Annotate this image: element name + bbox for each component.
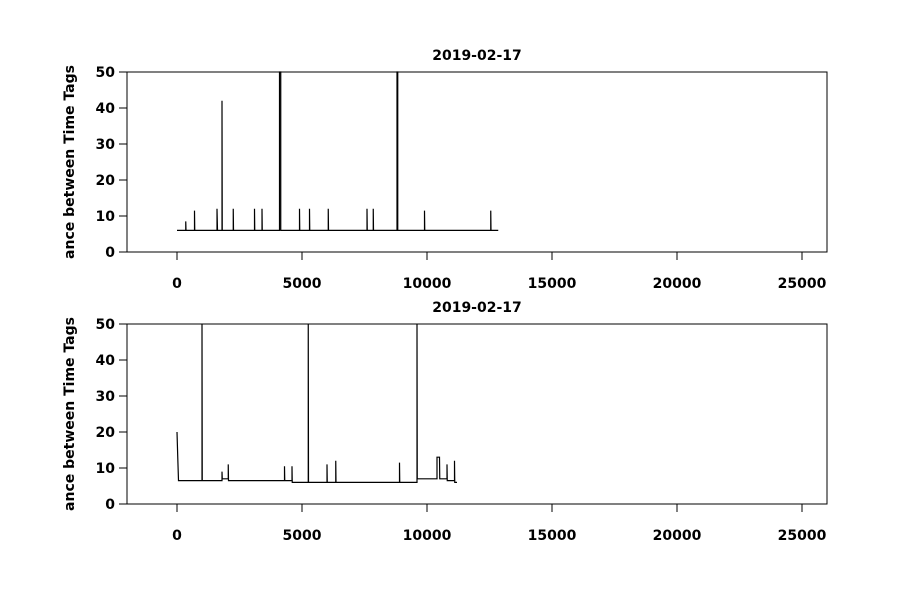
x-tick-label: 0 xyxy=(172,276,182,292)
x-tick-label: 10000 xyxy=(403,276,452,292)
y-tick-label: 0 xyxy=(105,497,115,513)
y-tick-label: 30 xyxy=(96,137,116,153)
x-tick-label: 10000 xyxy=(403,528,452,544)
y-tick-label: 20 xyxy=(96,173,116,189)
y-tick-label: 50 xyxy=(96,317,116,333)
x-tick-label: 5000 xyxy=(283,528,322,544)
y-tick-label: 40 xyxy=(96,101,116,117)
x-tick-label: 15000 xyxy=(528,528,577,544)
y-tick-label: 10 xyxy=(96,209,116,225)
x-tick-label: 25000 xyxy=(778,528,827,544)
x-tick-label: 25000 xyxy=(778,276,827,292)
x-tick-label: 5000 xyxy=(283,276,322,292)
data-line xyxy=(177,71,499,231)
chart-title: 2019-02-17 xyxy=(432,300,522,316)
y-axis-label: ance between Time Tags xyxy=(62,317,78,511)
plot-frame xyxy=(126,323,828,505)
x-tick-label: 20000 xyxy=(653,528,702,544)
x-tick-label: 0 xyxy=(172,528,182,544)
y-tick-label: 30 xyxy=(96,389,116,405)
y-tick-label: 40 xyxy=(96,353,116,369)
x-tick-label: 15000 xyxy=(528,276,577,292)
data-line xyxy=(176,323,457,483)
y-axis-label: ance between Time Tags xyxy=(62,65,78,259)
y-tick-label: 10 xyxy=(96,461,116,477)
y-tick-label: 0 xyxy=(105,245,115,261)
chart-title: 2019-02-17 xyxy=(432,48,522,64)
y-tick-label: 50 xyxy=(96,65,116,81)
y-tick-label: 20 xyxy=(96,425,116,441)
x-tick-label: 20000 xyxy=(653,276,702,292)
plot-frame xyxy=(126,71,828,253)
